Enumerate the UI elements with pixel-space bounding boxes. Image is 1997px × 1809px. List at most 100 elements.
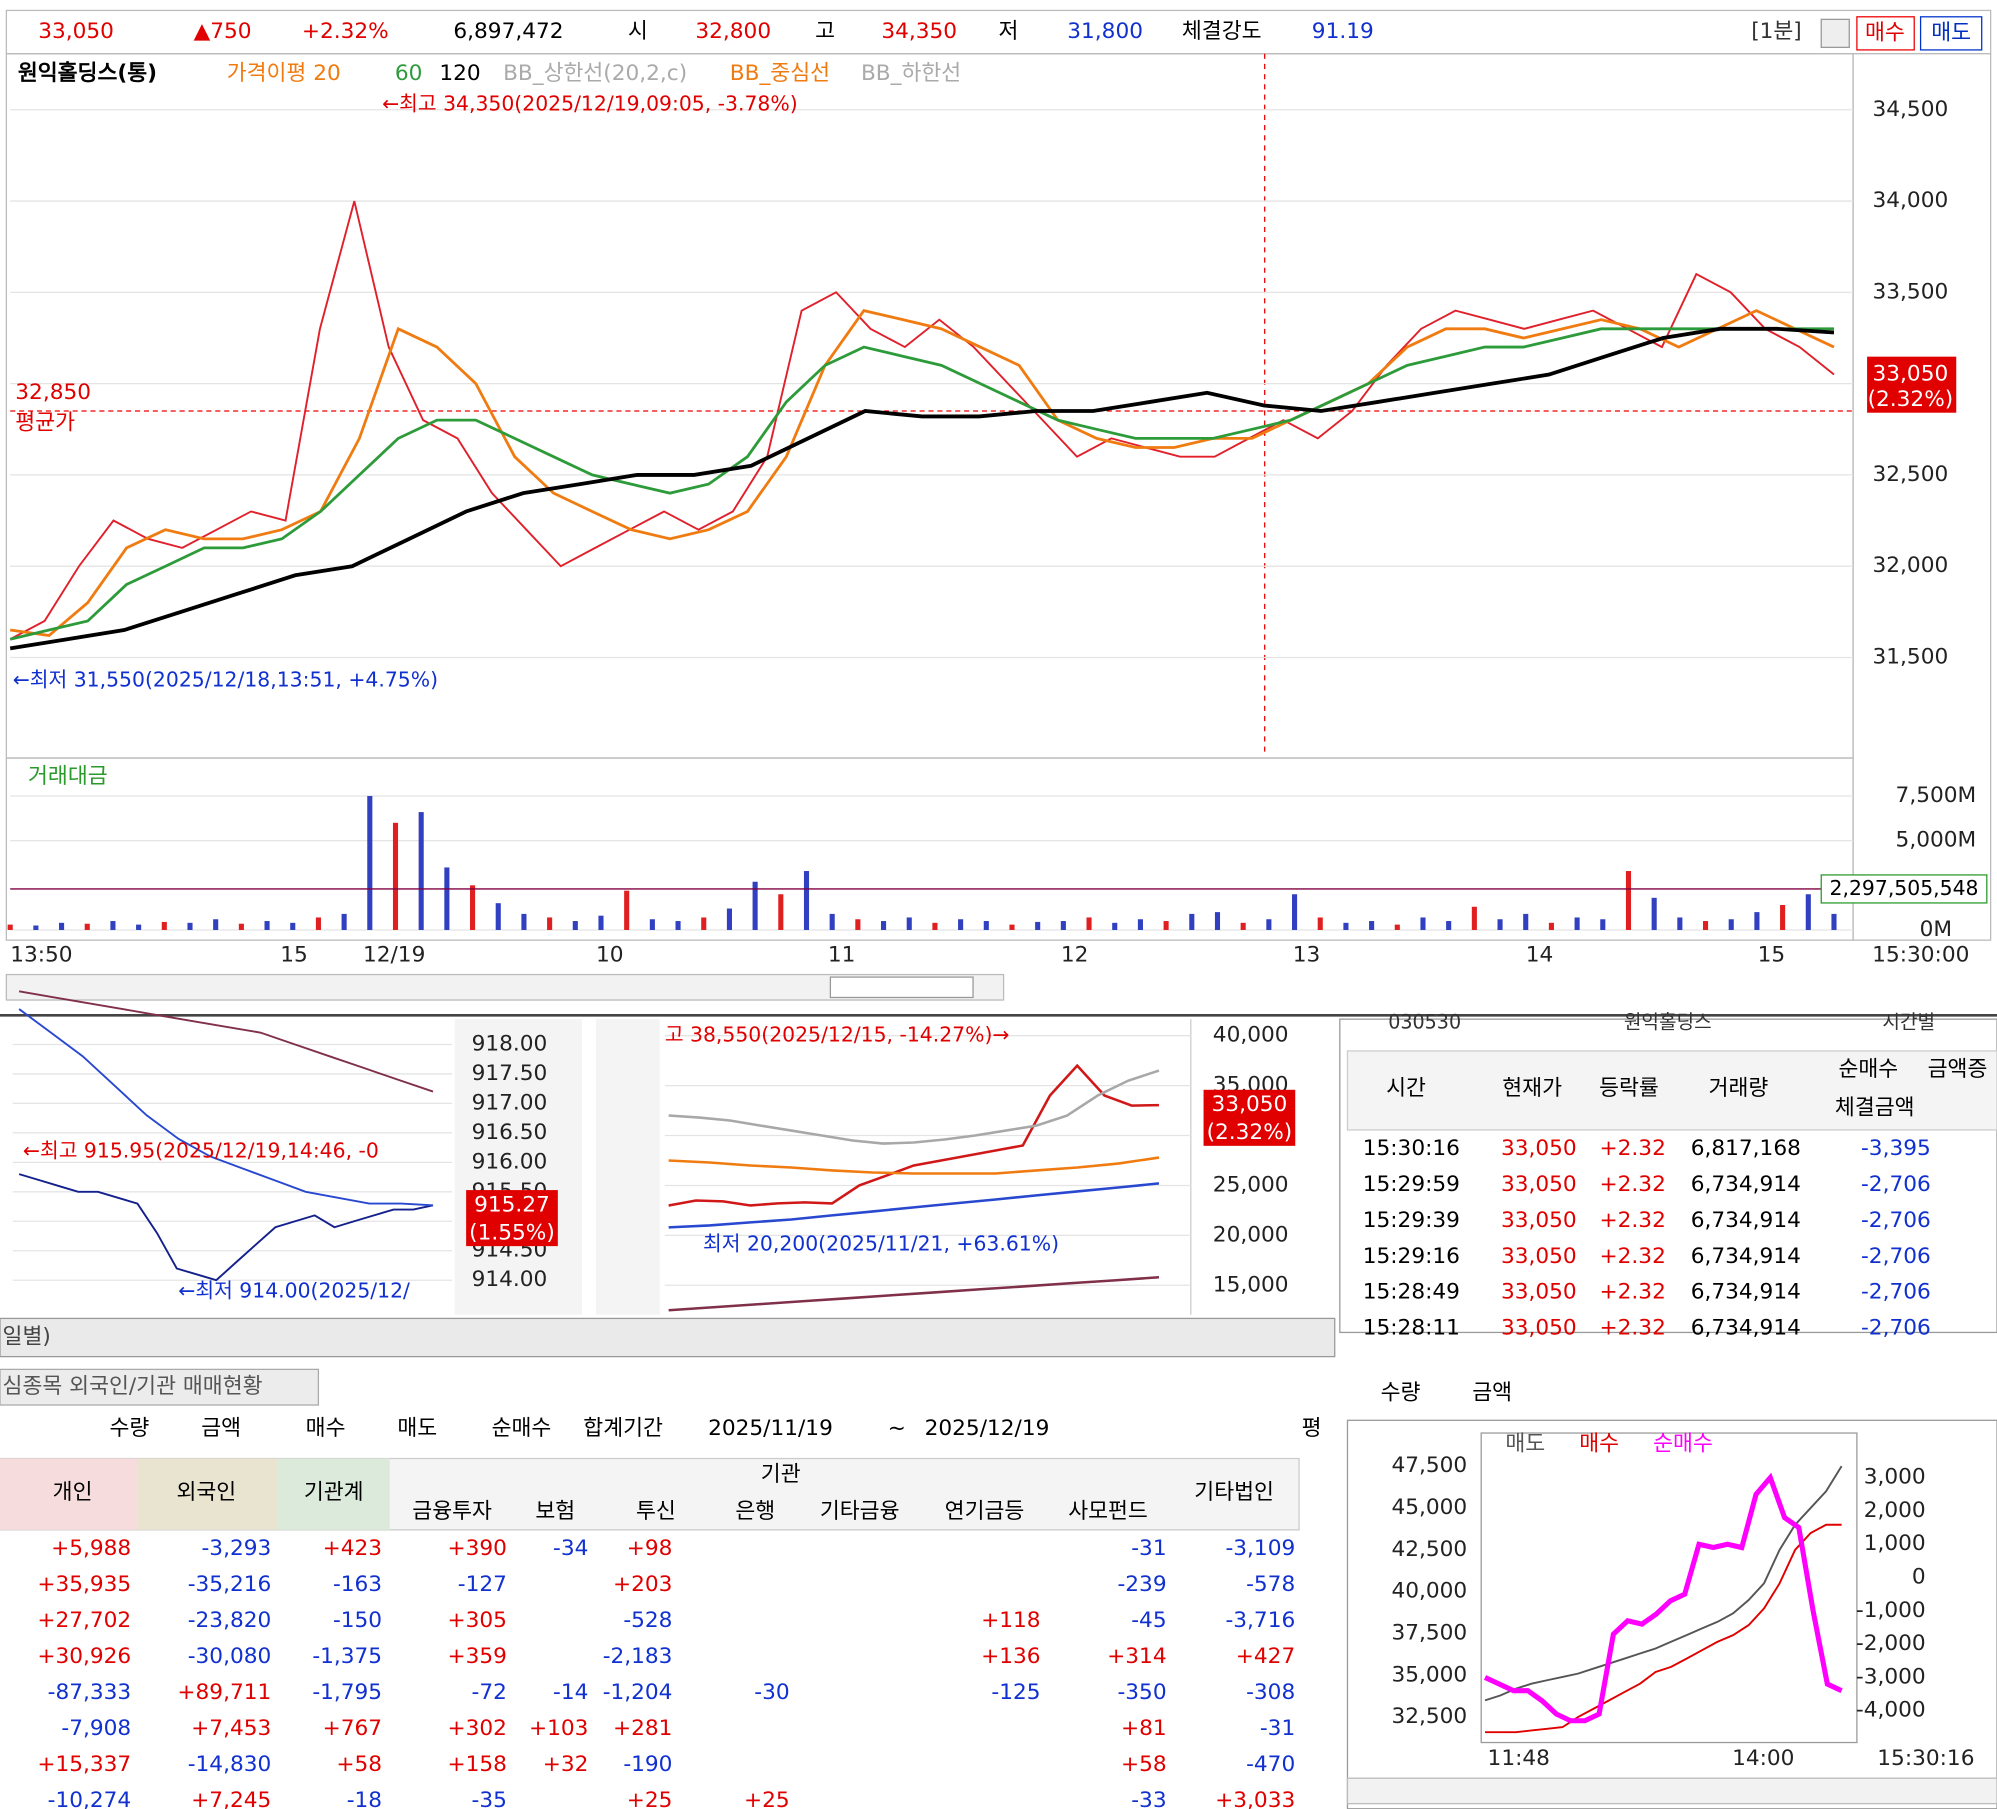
- table-cell: -18: [347, 1788, 382, 1809]
- table-cell: +25: [627, 1788, 673, 1809]
- column-header: 연기금등: [945, 1499, 1025, 1524]
- volume-bar: [1780, 904, 1786, 930]
- volume-bar: [1831, 913, 1837, 930]
- volume-bar: [264, 921, 270, 930]
- column-header: 기관계: [304, 1480, 364, 1505]
- x-tick-label: 13: [1293, 942, 1321, 967]
- volume-bar: [1292, 894, 1298, 930]
- table-cell: 6,734,914: [1691, 1172, 1801, 1197]
- mode-radio: 시간별: [1882, 1010, 1935, 1033]
- settings-button[interactable]: [1820, 18, 1850, 49]
- y-tick-label: 40,000: [1213, 1023, 1289, 1048]
- radio-option: 매도: [397, 1416, 437, 1441]
- table-cell: -1,204: [603, 1680, 673, 1705]
- volume-bar: [521, 913, 527, 930]
- scroll-thumb[interactable]: [829, 976, 974, 999]
- table-cell: -2,706: [1861, 1172, 1931, 1197]
- volume-bar: [1600, 919, 1606, 930]
- checkbox-label: 평: [1302, 1416, 1322, 1441]
- y-tick-label: 31,500: [1873, 644, 1949, 669]
- volume-bar: [161, 921, 167, 930]
- y-tick-label: 918.00: [472, 1031, 548, 1056]
- header-interval: [1분]: [1751, 19, 1802, 44]
- table-cell: +158: [447, 1752, 506, 1777]
- table-cell: 33,050: [1501, 1244, 1577, 1269]
- price-axis-panel: [1852, 53, 1992, 941]
- table-cell: -31: [1260, 1716, 1295, 1741]
- table-cell: +427: [1236, 1644, 1295, 1669]
- name-input: 원익홀딩스: [1624, 1010, 1712, 1033]
- table-cell: -308: [1246, 1680, 1295, 1705]
- radio-option: 순매수: [492, 1416, 552, 1441]
- date-input: 2025/12/19: [925, 1416, 1050, 1441]
- y-tick-label: 15,000: [1213, 1272, 1289, 1297]
- legend-item: 순매수: [1653, 1432, 1713, 1457]
- buy-button[interactable]: [1856, 16, 1915, 51]
- legend-item: BB_중심선: [730, 61, 830, 86]
- last-price: 915.27: [474, 1192, 550, 1217]
- code-input: 030530: [1388, 1010, 1461, 1033]
- volume-bar: [444, 867, 450, 930]
- volume-bar: [803, 871, 810, 930]
- volume-bar: [238, 923, 244, 930]
- last-price: 33,050: [1212, 1092, 1288, 1117]
- table-cell: -30: [754, 1680, 789, 1705]
- radio-option: 금액: [1472, 1381, 1512, 1406]
- column-header: 체결금액: [1835, 1095, 1915, 1120]
- volume-bar: [33, 925, 39, 930]
- table-cell: +281: [613, 1716, 672, 1741]
- volume-bar: [315, 917, 321, 930]
- table-cell: -578: [1246, 1572, 1295, 1597]
- table-cell: -2,706: [1861, 1244, 1931, 1269]
- table-cell: -14,830: [188, 1752, 272, 1777]
- table-cell: +118: [981, 1608, 1040, 1633]
- column-header: 금융투자: [412, 1499, 492, 1524]
- legend-item: 60: [395, 61, 423, 86]
- volume-bar: [675, 921, 681, 930]
- tab[interactable]: [0, 1368, 320, 1406]
- volume-bar: [1523, 913, 1529, 930]
- volume-bar: [624, 890, 630, 930]
- y-tick-label: -4,000: [1856, 1698, 1926, 1723]
- legend-item: BB_하한선: [861, 61, 961, 86]
- x-tick-label: 12: [1061, 942, 1089, 967]
- series-line: [1484, 1465, 1843, 1702]
- radio-option: 매수: [306, 1416, 346, 1441]
- table-cell: -34: [553, 1536, 588, 1561]
- table-cell: 33,050: [1501, 1172, 1577, 1197]
- volume-bar: [1677, 917, 1683, 930]
- table-cell: +35,935: [37, 1572, 131, 1597]
- column-header: 기타법인: [1194, 1480, 1274, 1505]
- volume-bar: [906, 917, 912, 930]
- volume-bar: [1651, 897, 1657, 930]
- sell-button[interactable]: [1919, 16, 1983, 51]
- table-cell: +359: [447, 1644, 506, 1669]
- header-rate: +2.32%: [302, 19, 389, 44]
- header-low_label: 저: [999, 19, 1019, 44]
- column-header: 기타금융: [820, 1499, 900, 1524]
- volume-bar: [1240, 922, 1246, 930]
- table-cell: -3,109: [1225, 1536, 1295, 1561]
- y-tick-label: 917.50: [472, 1061, 548, 1086]
- ma-line: [9, 326, 1835, 651]
- volume-bar: [855, 919, 861, 930]
- table-cell: -190: [623, 1752, 672, 1777]
- series-line: [18, 1008, 434, 1207]
- volume-bar: [1369, 921, 1375, 930]
- volume-bar: [778, 894, 784, 930]
- volume-bar: [1394, 924, 1400, 930]
- volume-bar: [649, 919, 655, 930]
- y-tick-label: 916.00: [472, 1149, 548, 1174]
- table-cell: 15:29:39: [1363, 1208, 1460, 1233]
- series-line: [1485, 1523, 1842, 1734]
- y-tick-label: 35,000: [1391, 1662, 1467, 1687]
- flow-scrollbar[interactable]: [1346, 1777, 1997, 1805]
- table-cell: -127: [458, 1572, 507, 1597]
- toolbar: [596, 1019, 660, 1315]
- date-sep: ~: [888, 1416, 906, 1441]
- x-tick-label: 13:50: [10, 942, 72, 967]
- table-cell: -239: [1117, 1572, 1166, 1597]
- y-tick-label: 34,500: [1873, 97, 1949, 122]
- column-header: 순매수: [1838, 1057, 1898, 1082]
- table-cell: 33,050: [1501, 1208, 1577, 1233]
